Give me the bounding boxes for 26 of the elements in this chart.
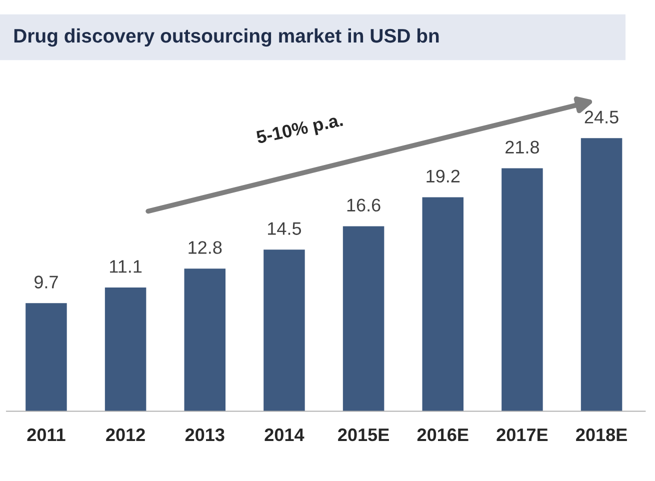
x-tick-label: 2014 [264, 428, 304, 442]
bar [104, 288, 146, 412]
bar [502, 168, 543, 412]
data-label: 12.8 [188, 241, 222, 254]
x-tick-label: 2012 [106, 428, 145, 442]
x-tick-label: 2017E [496, 428, 548, 442]
x-tick-label: 2016E [417, 428, 468, 442]
bar [342, 226, 384, 412]
x-tick-label: 2013 [185, 428, 224, 442]
data-label: 14.5 [268, 222, 302, 235]
chart-title: Drug discovery outsourcing market in USD bn [14, 28, 439, 47]
data-label: 16.6 [347, 198, 380, 212]
bar [184, 268, 226, 412]
bar [422, 197, 464, 412]
bar [26, 303, 67, 412]
x-tick-label: 2011 [27, 428, 66, 442]
x-tick-label: 2018E [576, 428, 627, 442]
data-label: 19.2 [426, 170, 460, 183]
bar [580, 138, 622, 412]
data-label: 24.5 [584, 110, 618, 124]
annotation: 5-10% p.a. [256, 113, 344, 148]
data-label: 9.7 [34, 276, 58, 288]
data-label: 21.8 [506, 140, 539, 154]
data-label: 11.1 [110, 260, 142, 273]
bar [264, 250, 305, 412]
x-tick-label: 2015E [338, 428, 389, 442]
